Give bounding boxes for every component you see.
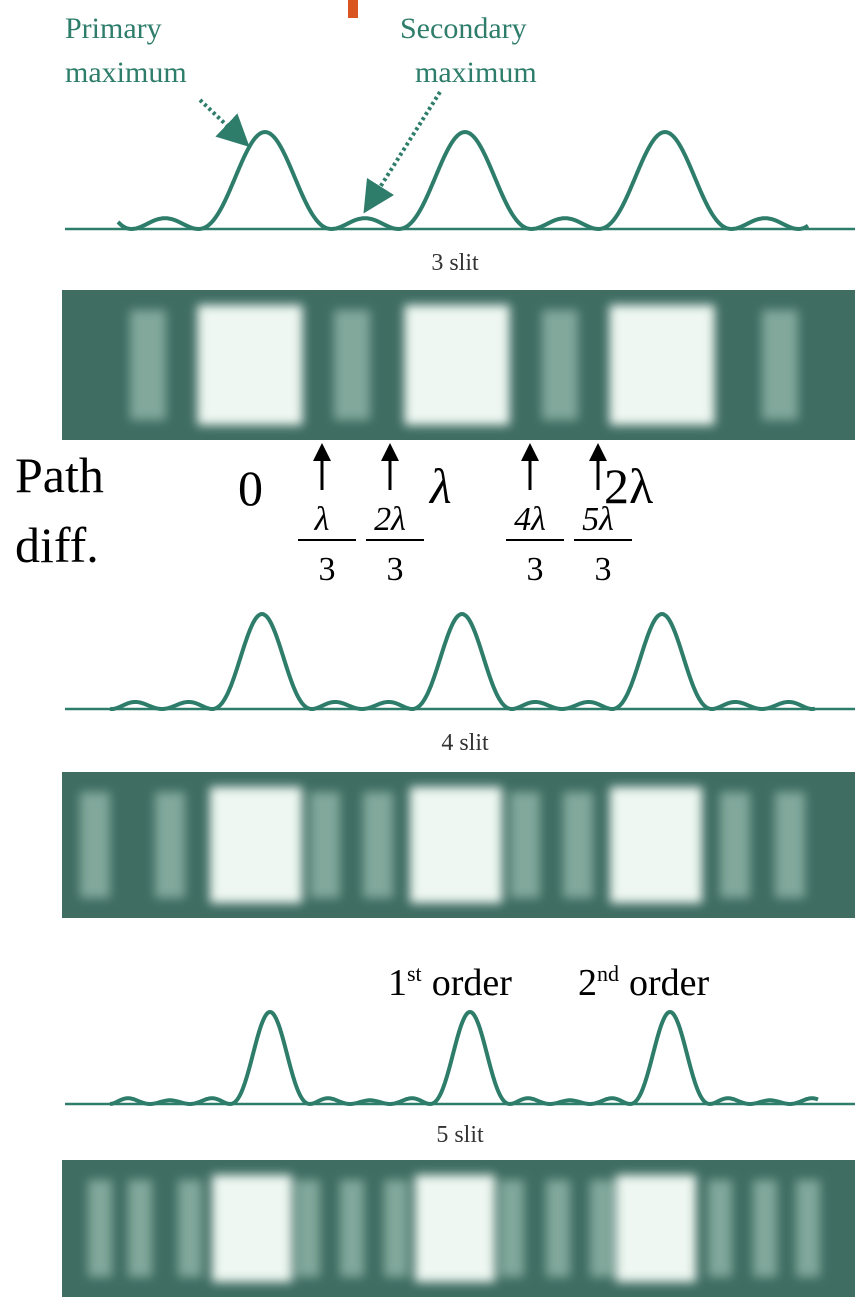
- bright-fringe: [610, 787, 702, 903]
- dim-fringe: [500, 1180, 524, 1277]
- dim-fringe: [542, 310, 578, 420]
- dim-fringe: [128, 1180, 152, 1277]
- secondary-label: Secondary: [400, 12, 527, 45]
- fraction-numerator: 5λ: [582, 501, 614, 538]
- fringes: [130, 305, 798, 425]
- panel-label: 3 slit: [431, 250, 479, 276]
- order-word: order: [432, 962, 513, 1004]
- order-word: order: [629, 962, 710, 1004]
- bright-fringe: [616, 1175, 696, 1282]
- fringe-image: [62, 1160, 855, 1297]
- primary-label: maximum: [65, 56, 187, 89]
- order-suffix: nd: [597, 961, 619, 986]
- panel-label: 5 slit: [436, 1122, 484, 1148]
- fringe-image: [62, 772, 855, 918]
- order-number: 2: [578, 962, 597, 1004]
- dim-fringe: [384, 1180, 408, 1277]
- dim-fringe: [796, 1180, 820, 1277]
- path-mark: 0: [238, 460, 263, 516]
- fringes: [88, 1175, 820, 1282]
- dim-fringe: [590, 1180, 614, 1277]
- panel-label: 4 slit: [441, 730, 489, 756]
- dim-fringe: [310, 792, 340, 898]
- fraction-denominator: 3: [319, 551, 336, 588]
- dim-fringe: [775, 792, 805, 898]
- dim-fringe: [178, 1180, 202, 1277]
- path-diff-label: Path: [15, 447, 104, 503]
- dim-fringe: [155, 792, 185, 898]
- fraction-numerator: λ: [314, 501, 330, 538]
- bright-fringe: [212, 1175, 292, 1282]
- red-marker: [348, 0, 358, 18]
- intensity-curve: [116, 129, 810, 231]
- fraction-numerator: 4λ: [514, 501, 546, 538]
- dim-fringe: [762, 310, 798, 420]
- bright-fringe: [197, 305, 303, 425]
- intensity-curve: [109, 1009, 819, 1107]
- dim-fringe: [80, 792, 110, 898]
- primary-label: Primary: [65, 12, 162, 45]
- order-number: 1: [388, 962, 407, 1004]
- dim-fringe: [563, 792, 593, 898]
- dim-fringe: [130, 310, 166, 420]
- bright-fringe: [609, 305, 715, 425]
- bright-fringe: [415, 1175, 495, 1282]
- path-mark: 2λ: [604, 458, 653, 514]
- dim-fringe: [363, 792, 393, 898]
- order-suffix: st: [407, 961, 422, 986]
- path-mark: λ: [428, 458, 452, 514]
- dim-fringe: [753, 1180, 777, 1277]
- bright-fringe: [410, 787, 502, 903]
- bright-fringe: [404, 305, 510, 425]
- fringe-image: [62, 290, 855, 440]
- order-label: 2nd order: [578, 961, 710, 1004]
- callout-arrow: [363, 90, 442, 214]
- dim-fringe: [720, 792, 750, 898]
- dim-fringe: [334, 310, 370, 420]
- secondary-label: maximum: [415, 56, 537, 89]
- fraction-denominator: 3: [595, 551, 612, 588]
- path-diff-label: diff.: [15, 517, 99, 573]
- dim-fringe: [340, 1180, 364, 1277]
- fraction-denominator: 3: [387, 551, 404, 588]
- intensity-curve: [109, 611, 816, 711]
- bright-fringe: [210, 787, 302, 903]
- dim-fringe: [510, 792, 540, 898]
- fringes: [80, 787, 805, 903]
- fraction-denominator: 3: [527, 551, 544, 588]
- dim-fringe: [88, 1180, 112, 1277]
- order-label: 1st order: [388, 961, 512, 1004]
- dim-fringe: [546, 1180, 570, 1277]
- callout-arrow: [198, 98, 250, 148]
- dim-fringe: [708, 1180, 732, 1277]
- fraction-numerator: 2λ: [374, 501, 406, 538]
- dim-fringe: [296, 1180, 320, 1277]
